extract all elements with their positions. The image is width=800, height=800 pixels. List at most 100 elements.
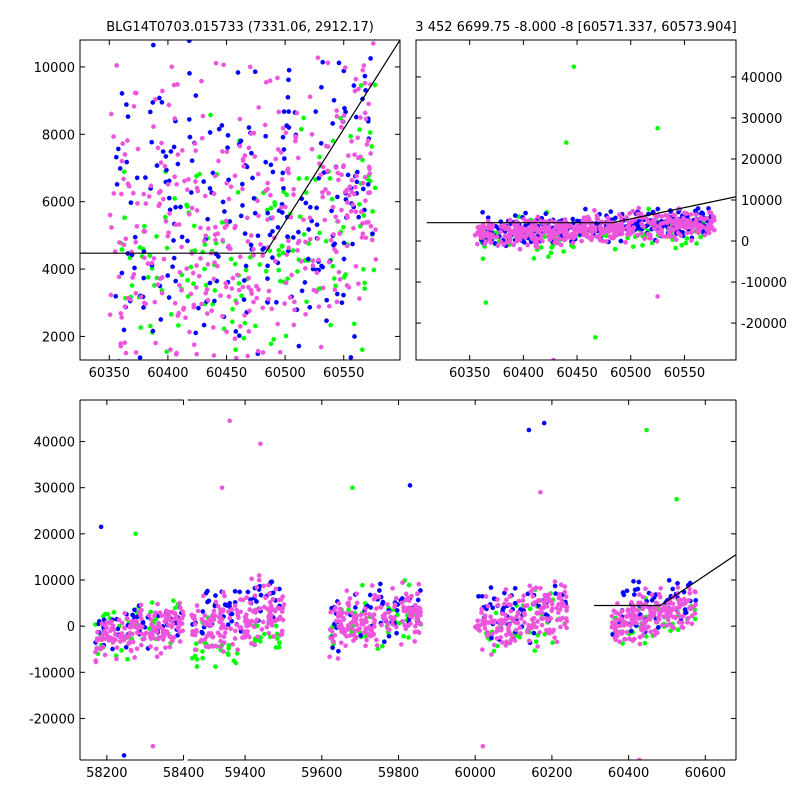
- data-point-violet: [194, 263, 199, 268]
- data-point-violet: [245, 620, 251, 625]
- data-point-violet: [151, 256, 157, 261]
- data-point-violet: [252, 593, 258, 599]
- data-point-violet: [193, 148, 199, 153]
- data-point-violet: [371, 596, 377, 602]
- data-point-violet: [149, 621, 154, 627]
- outlier-point: [407, 483, 413, 488]
- data-point-violet: [390, 585, 395, 591]
- data-point-blue: [263, 133, 269, 139]
- data-point-blue: [179, 234, 185, 240]
- x-tick-label: 60500: [264, 366, 305, 381]
- data-point-green: [219, 220, 225, 225]
- data-point-violet: [169, 64, 175, 70]
- data-point-violet: [256, 577, 262, 583]
- axes: 60350 60400 60450 60500 60550 2000 4000 6000 800…: [34, 39, 401, 381]
- data-point-blue: [314, 205, 319, 211]
- data-point-violet: [648, 629, 654, 635]
- data-point-violet: [135, 630, 140, 636]
- data-point-violet: [223, 284, 229, 290]
- data-point-violet: [340, 119, 345, 124]
- data-point-blue: [543, 211, 549, 217]
- data-point-violet: [208, 615, 214, 621]
- data-point-blue: [239, 181, 245, 187]
- data-point-violet: [651, 226, 657, 232]
- data-point-violet: [640, 594, 646, 600]
- data-point-violet: [352, 184, 358, 190]
- data-point-violet: [592, 207, 597, 213]
- data-point-blue: [201, 322, 207, 328]
- data-point-blue: [150, 42, 156, 48]
- data-point-violet: [154, 629, 160, 635]
- outlier-point: [564, 140, 569, 145]
- data-point-violet: [494, 629, 499, 634]
- data-point-violet: [228, 246, 233, 252]
- data-point-blue: [201, 179, 207, 184]
- data-point-violet: [367, 166, 372, 172]
- data-point-green: [372, 82, 378, 88]
- data-point-violet: [593, 228, 598, 233]
- data-point-violet: [232, 636, 238, 641]
- data-point-violet: [186, 211, 192, 217]
- data-point-green: [194, 664, 200, 669]
- data-point-violet: [216, 158, 221, 164]
- data-point-green: [273, 623, 279, 629]
- outlier-point: [219, 485, 225, 491]
- data-point-violet: [325, 168, 330, 174]
- data-point-violet: [393, 624, 399, 630]
- data-point-green: [327, 176, 333, 181]
- data-point-violet: [518, 231, 523, 237]
- data-point-blue: [335, 194, 340, 200]
- data-point-violet: [170, 621, 176, 627]
- data-point-violet: [651, 218, 657, 224]
- data-point-violet: [136, 622, 142, 628]
- data-point-green: [533, 639, 539, 645]
- data-point-violet: [93, 659, 99, 665]
- data-point-green: [185, 277, 190, 283]
- data-point-green: [129, 283, 135, 288]
- data-point-green: [138, 325, 144, 330]
- data-point-green: [630, 244, 636, 250]
- data-point-violet: [163, 218, 169, 224]
- data-point-violet: [218, 614, 223, 620]
- data-point-violet: [104, 619, 109, 625]
- data-point-violet: [656, 616, 662, 622]
- data-point-blue: [128, 200, 134, 206]
- data-point-violet: [545, 629, 551, 635]
- data-point-violet: [692, 610, 698, 616]
- data-point-green: [225, 652, 231, 657]
- data-point-violet: [339, 207, 344, 213]
- data-point-violet: [648, 606, 654, 612]
- data-point-blue: [213, 593, 218, 598]
- data-point-violet: [349, 138, 354, 144]
- data-point-violet: [326, 303, 332, 309]
- data-point-green: [372, 185, 378, 191]
- data-point-violet: [685, 615, 691, 621]
- data-point-blue: [351, 83, 357, 88]
- data-point-violet: [112, 631, 118, 637]
- data-point-green: [176, 323, 181, 328]
- data-point-violet: [259, 627, 265, 632]
- data-point-violet: [358, 209, 364, 215]
- data-point-violet: [143, 201, 149, 206]
- data-point-blue: [334, 291, 340, 297]
- data-point-violet: [367, 190, 373, 195]
- data-point-violet: [234, 300, 240, 306]
- data-point-violet: [502, 601, 507, 607]
- data-point-violet: [517, 237, 523, 242]
- data-point-violet: [202, 193, 208, 199]
- data-point-green: [208, 112, 213, 118]
- data-point-violet: [354, 591, 360, 597]
- data-point-blue: [280, 134, 286, 140]
- data-point-violet: [655, 213, 661, 219]
- data-point-violet: [283, 204, 288, 210]
- data-point-violet: [311, 287, 317, 293]
- data-point-violet: [111, 627, 117, 632]
- data-point-violet: [240, 156, 246, 162]
- data-point-violet: [255, 198, 260, 204]
- data-point-violet: [702, 232, 708, 238]
- data-point-violet: [518, 616, 524, 622]
- data-point-violet: [554, 605, 560, 611]
- data-point-blue: [274, 299, 279, 305]
- data-point-blue: [324, 318, 329, 324]
- data-point-violet: [486, 224, 492, 229]
